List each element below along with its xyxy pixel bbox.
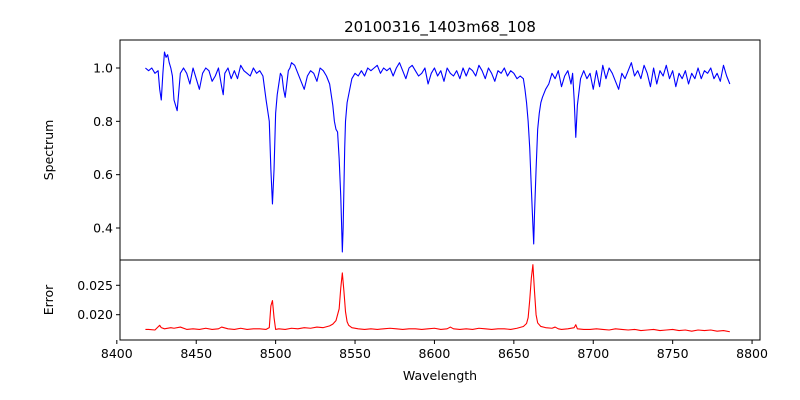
x-tick-label: 8750: [657, 346, 689, 361]
x-tick-label: 8550: [339, 346, 371, 361]
error-axes-frame: [119, 259, 761, 341]
error-panel: 0.020 0.025 Error: [41, 259, 761, 341]
x-tick-label: 8700: [577, 346, 609, 361]
spectrum-panel: 0.4 0.6 0.8 1.0 Spectrum: [41, 39, 761, 261]
spectrum-y-tick-label: 0.4: [93, 221, 113, 236]
error-y-tick-label: 0.020: [77, 307, 113, 322]
x-tick-label: 8650: [498, 346, 530, 361]
error-y-tick-label: 0.025: [77, 278, 113, 293]
spectrum-series-line: [145, 51, 731, 253]
x-tick-label: 8450: [180, 346, 212, 361]
error-y-label: Error: [41, 284, 56, 315]
spectrum-y-axis: 0.4 0.6 0.8 1.0: [93, 61, 120, 236]
x-tick-label: 8500: [260, 346, 292, 361]
x-tick-label: 8600: [419, 346, 451, 361]
x-tick-label: 8800: [736, 346, 768, 361]
chart-title: 20100316_1403m68_108: [344, 18, 536, 37]
spectrum-y-tick-label: 0.8: [93, 114, 113, 129]
error-plot-area: [145, 264, 730, 333]
spectrum-y-label: Spectrum: [41, 120, 56, 181]
spectrum-y-tick-label: 0.6: [93, 167, 113, 182]
spectrum-y-tick-label: 1.0: [93, 61, 113, 76]
error-series-line: [145, 264, 730, 333]
spectrum-plot-area: [145, 51, 731, 253]
x-tick-label: 8400: [101, 346, 133, 361]
x-axis-label: Wavelength: [403, 368, 477, 383]
wavelength-x-axis: 8400 8450 8500 8550 8600 8650 8700 8750 8800: [101, 340, 768, 361]
error-y-axis: 0.020 0.025: [77, 278, 120, 322]
